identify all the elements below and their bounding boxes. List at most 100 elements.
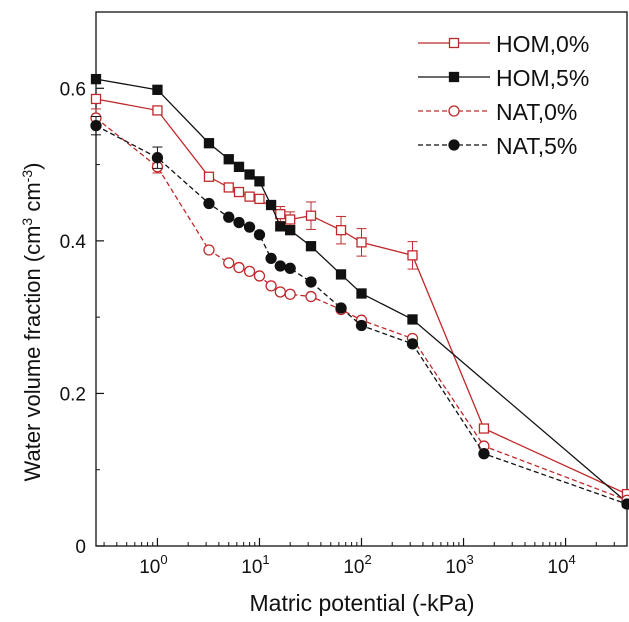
data-point [335, 302, 347, 314]
x-tick-label-exponent: 0 [160, 552, 167, 567]
plot-frame [95, 11, 628, 547]
x-axis-label: Matric potential (-kPa) [250, 590, 475, 616]
x-tick-label: 100 [139, 552, 167, 578]
data-point [223, 154, 234, 165]
data-point [223, 182, 234, 193]
legend: HOM,0% HOM,5% NAT,0% NAT,5% [418, 31, 589, 159]
legend-marker [448, 71, 460, 83]
legend-label: HOM,5% [496, 65, 589, 91]
data-point [254, 176, 265, 187]
series-group [90, 93, 629, 500]
legend-item: HOM,5% [418, 65, 589, 91]
data-point [356, 237, 367, 248]
data-point [243, 221, 256, 233]
data-point [253, 229, 266, 241]
series-layer [90, 73, 629, 510]
data-point [621, 498, 629, 510]
data-point [223, 211, 235, 223]
legend-marker [448, 139, 460, 151]
data-point [243, 265, 256, 278]
legend-label: NAT,5% [496, 133, 577, 159]
data-point [203, 244, 215, 256]
data-point [285, 214, 296, 225]
series-group [90, 116, 629, 510]
data-point [265, 199, 277, 211]
data-point [233, 216, 245, 229]
x-tick-label-base: 10 [241, 557, 262, 578]
x-tick-label-exponent: 3 [466, 552, 473, 567]
data-point [335, 225, 347, 236]
legend-item: NAT,0% [418, 99, 577, 125]
y-axis-label-end: ) [20, 163, 45, 170]
data-point [203, 171, 215, 182]
data-point [356, 288, 367, 299]
y-axis-label-mid: cm [20, 182, 45, 217]
data-point [244, 169, 255, 180]
data-point [305, 241, 317, 252]
data-point [253, 270, 266, 282]
legend-label: NAT,0% [496, 99, 577, 125]
x-tick-label: 101 [241, 552, 269, 578]
data-point [152, 105, 163, 116]
x-tick-label: 104 [547, 552, 575, 578]
data-point [233, 161, 245, 173]
legend-item: HOM,0% [418, 31, 589, 57]
x-tick-label-exponent: 1 [262, 552, 269, 567]
data-point [203, 197, 215, 210]
data-point [275, 221, 286, 232]
data-point [305, 210, 317, 221]
y-tick-label: 0 [75, 537, 86, 558]
legend-label: HOM,0% [496, 31, 589, 57]
data-point [274, 286, 286, 298]
x-tick-label: 102 [343, 552, 371, 578]
x-tick-label-base: 10 [343, 557, 364, 578]
y-tick-label: 0.6 [60, 79, 86, 100]
legend-marker [448, 105, 460, 117]
data-point [90, 73, 102, 85]
data-point [223, 257, 235, 269]
y-axis-label: Water volume fraction (cm3 cm-3) [19, 163, 45, 482]
x-tick-label-exponent: 2 [364, 552, 371, 567]
data-point [203, 138, 215, 149]
data-point [254, 193, 265, 205]
data-point [275, 209, 286, 220]
data-point [407, 314, 418, 325]
data-point [244, 191, 255, 202]
x-tick-label-base: 10 [547, 557, 568, 578]
series-line [95, 117, 628, 501]
data-point [335, 269, 347, 280]
data-point [406, 338, 419, 350]
x-tick-label-base: 10 [445, 557, 466, 578]
series-line [95, 125, 628, 505]
data-point [233, 261, 245, 274]
data-point [407, 250, 418, 261]
data-point [233, 186, 245, 198]
x-tick-label-exponent: 4 [569, 552, 576, 567]
data-point [478, 448, 490, 460]
data-point [90, 93, 102, 105]
data-point [152, 84, 163, 95]
data-point [274, 260, 286, 272]
data-point [265, 280, 277, 292]
data-point [151, 152, 164, 164]
legend-marker [448, 37, 460, 49]
data-point [265, 252, 277, 265]
data-point [284, 288, 296, 300]
data-point [284, 262, 296, 274]
y-tick-label: 0.4 [60, 232, 87, 253]
data-point [305, 290, 317, 303]
data-point [305, 276, 317, 288]
y-axis-label-sup1: 3 [19, 218, 35, 226]
data-point [478, 423, 490, 434]
data-point [285, 225, 296, 236]
x-tick-label-base: 10 [139, 557, 160, 578]
x-tick-label: 103 [445, 552, 473, 578]
series-group [90, 108, 629, 506]
y-axis-label-sup2: -3 [19, 170, 35, 183]
data-point [355, 319, 368, 332]
y-tick-label: 0.2 [60, 384, 86, 405]
legend-item: NAT,5% [418, 133, 577, 159]
data-point [90, 120, 102, 132]
